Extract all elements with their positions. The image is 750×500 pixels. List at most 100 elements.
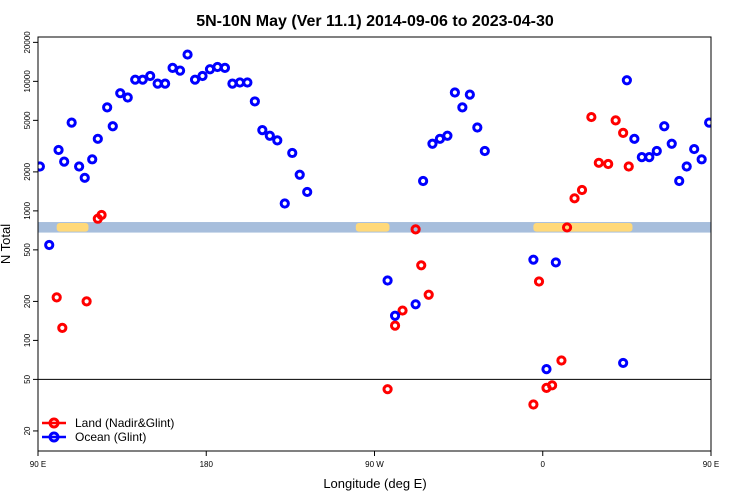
ocean-point (182, 49, 193, 60)
land-point (81, 296, 92, 307)
ocean-point (528, 254, 539, 265)
ocean-point (464, 89, 475, 100)
ocean-point (189, 74, 201, 85)
ocean-point (294, 169, 305, 180)
ocean-point (44, 239, 55, 251)
land-point (610, 115, 621, 126)
legend-ocean-marker (48, 431, 60, 443)
ocean-point (197, 70, 208, 82)
ocean-point (696, 154, 707, 165)
x-tick-label: 180 (200, 460, 214, 469)
y-tick-label: 20 (23, 426, 32, 435)
y-tick-label: 20000 (23, 31, 32, 54)
legend: Land (Nadir&Glint) Ocean (Glint) (42, 416, 174, 444)
x-tick-label: 90 E (703, 460, 719, 469)
ocean-point (87, 154, 98, 165)
ocean-point (704, 117, 711, 128)
land-point (416, 260, 427, 271)
land-point (397, 305, 408, 316)
ocean-point (418, 175, 429, 187)
ocean-point (53, 144, 64, 156)
ocean-point (102, 102, 113, 113)
ocean-point (472, 122, 483, 133)
latitude-band (38, 222, 711, 233)
ocean-point (38, 161, 45, 172)
ocean-point (272, 135, 283, 146)
ocean-point (249, 96, 260, 107)
land-point (51, 292, 62, 303)
y-tick-label: 1000 (23, 201, 32, 219)
ocean-point (74, 161, 85, 172)
x-axis-label: Longitude (deg E) (323, 476, 426, 491)
ocean-point (659, 121, 670, 132)
ocean-point (621, 75, 632, 86)
ocean-point (137, 74, 148, 85)
land-point (603, 158, 614, 170)
ocean-point (457, 102, 468, 113)
ocean-point (427, 138, 438, 149)
ocean-point (107, 121, 118, 132)
ocean-point (382, 275, 393, 286)
ocean-point (174, 65, 186, 76)
ocean-point (442, 130, 453, 141)
y-tick-label: 100 (23, 333, 32, 347)
ocean-point (115, 88, 126, 99)
land-point (556, 355, 567, 366)
y-tick-label: 500 (23, 243, 32, 257)
legend-land-marker (48, 417, 60, 429)
y-tick-label: 50 (23, 374, 32, 383)
land-point (546, 380, 558, 391)
ocean-point (651, 145, 662, 157)
land-point (528, 399, 539, 410)
land-point (533, 276, 545, 287)
land-point (410, 224, 421, 235)
ocean-point (644, 152, 655, 163)
ocean-point (66, 117, 77, 128)
ocean-point (122, 92, 133, 103)
ocean-point (242, 77, 253, 88)
x-tick-label: 0 (541, 460, 546, 469)
band-land (533, 223, 633, 232)
ocean-point (666, 138, 677, 149)
y-axis-label: N Total (0, 224, 13, 264)
land-point (618, 127, 629, 138)
band-land (355, 223, 390, 232)
land-point (389, 320, 401, 331)
y-tick-label: 2000 (23, 162, 32, 180)
land-point (623, 161, 634, 172)
ocean-point (92, 133, 103, 144)
x-tick-label: 90 E (30, 460, 46, 469)
band-land (56, 223, 89, 232)
ocean-point (79, 172, 90, 183)
chart-title: 5N-10N May (Ver 11.1) 2014-09-06 to 2023… (196, 13, 554, 30)
ocean-point (541, 364, 552, 375)
land-point (569, 193, 580, 204)
ocean-point (689, 143, 700, 155)
legend-ocean-label: Ocean (Glint) (75, 430, 146, 444)
ocean-point (629, 133, 640, 144)
y-tick-label: 10000 (23, 70, 32, 93)
data-points (38, 49, 711, 410)
axes: 90 E 180 90 W 0 90 E 20 50 100 200 500 1000 2000 500… (23, 31, 719, 469)
legend-land-label: Land (Nadir&Glint) (75, 416, 174, 430)
ocean-point (257, 125, 268, 136)
plot-frame (37, 36, 712, 452)
land-point (586, 111, 597, 123)
ocean-point (145, 70, 156, 82)
ocean-point (302, 186, 313, 198)
ocean-point (479, 145, 490, 157)
land-point (96, 209, 107, 221)
ocean-point (160, 78, 171, 89)
land-point (593, 157, 604, 168)
ocean-point (219, 62, 231, 74)
y-tick-label: 200 (23, 294, 32, 308)
ocean-point (287, 147, 298, 159)
ocean-point (449, 87, 460, 98)
ocean-point (681, 161, 692, 172)
y-tick-label: 5000 (23, 111, 32, 129)
ocean-point (550, 257, 561, 268)
land-point (576, 184, 588, 196)
land-point (57, 322, 68, 333)
land-point (423, 289, 434, 300)
